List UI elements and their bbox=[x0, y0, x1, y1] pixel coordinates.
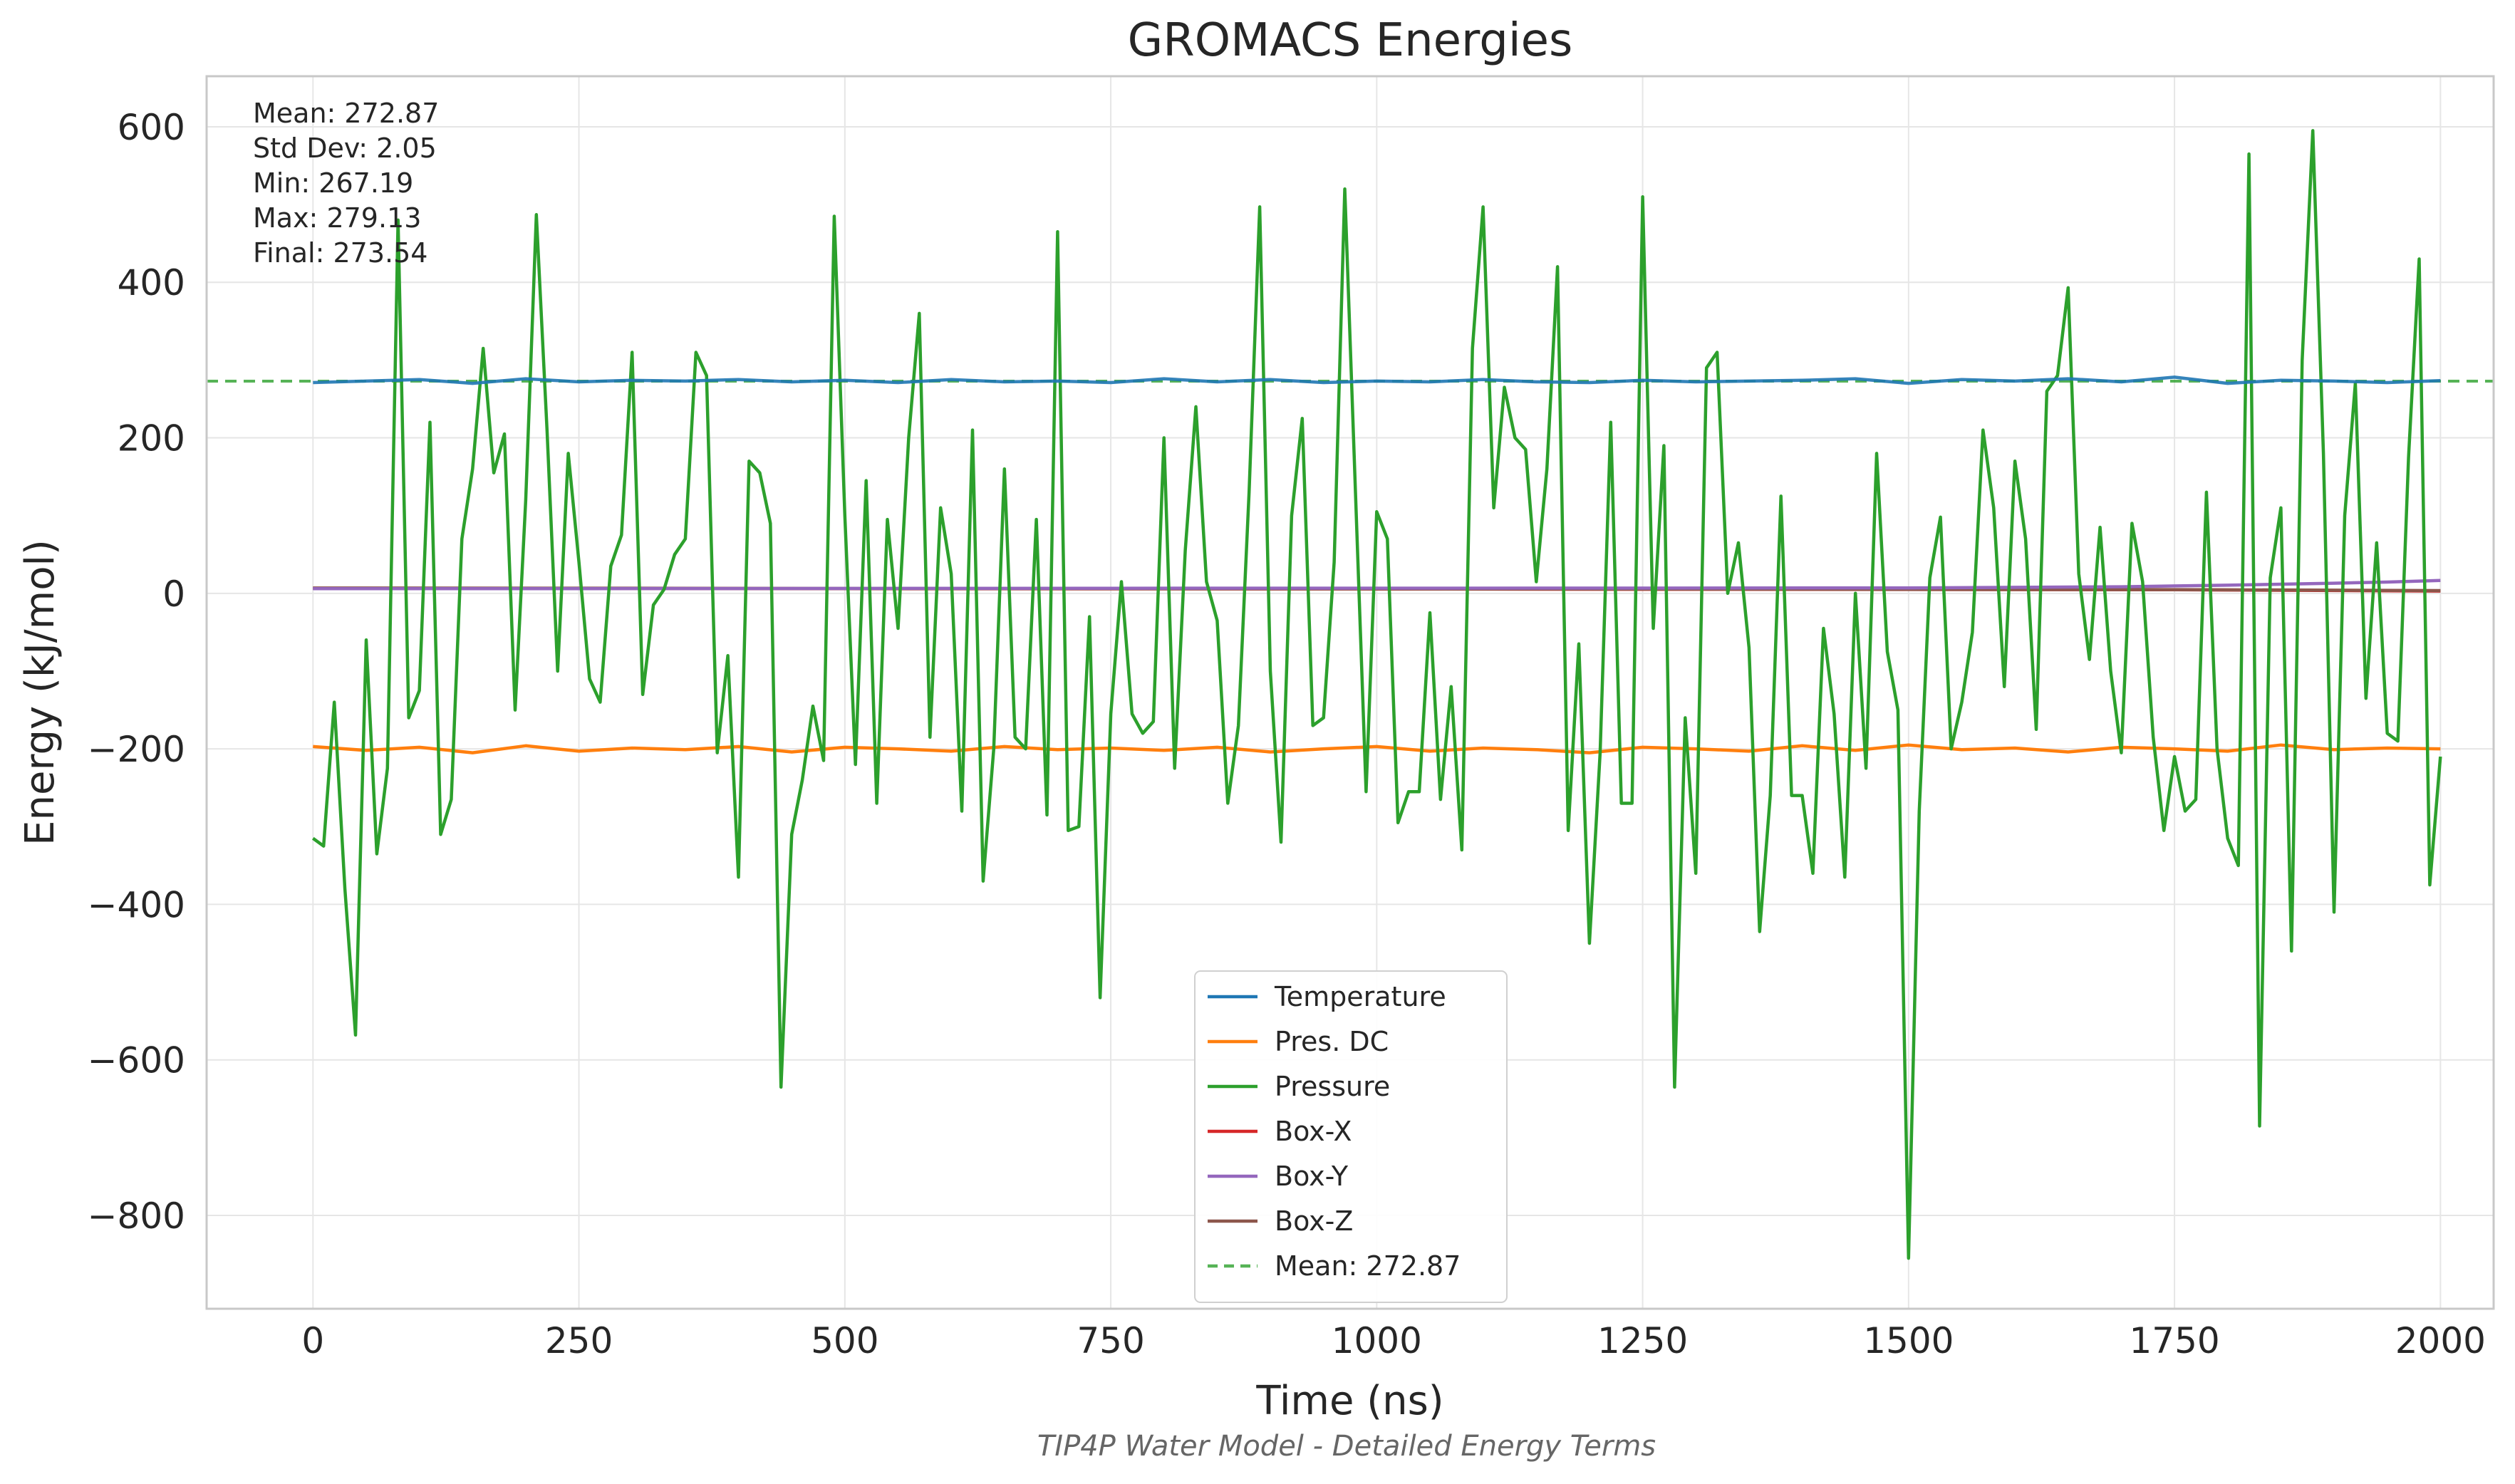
y-tick-label: 200 bbox=[118, 418, 185, 460]
x-tick-label: 1250 bbox=[1597, 1320, 1688, 1361]
x-tick-label: 0 bbox=[301, 1320, 324, 1361]
x-tick-label: 250 bbox=[545, 1320, 613, 1361]
x-tick-label: 500 bbox=[811, 1320, 878, 1361]
legend-label: Pres. DC bbox=[1275, 1026, 1389, 1057]
legend-label: Temperature bbox=[1274, 981, 1446, 1012]
stats-line: Max: 279.13 bbox=[253, 202, 421, 234]
x-tick-label: 750 bbox=[1077, 1320, 1144, 1361]
y-tick-label: −800 bbox=[88, 1195, 185, 1237]
chart-subtitle: TIP4P Water Model - Detailed Energy Term… bbox=[1037, 1430, 1656, 1463]
series-line-temperature bbox=[313, 375, 2441, 385]
y-tick-label: −600 bbox=[88, 1040, 185, 1081]
y-tick-label: 400 bbox=[118, 262, 185, 303]
legend-label: Pressure bbox=[1275, 1071, 1390, 1102]
y-tick-label: 0 bbox=[162, 574, 185, 615]
y-tick-label: 600 bbox=[118, 107, 185, 148]
series-line-pres-dc bbox=[313, 743, 2441, 754]
x-tick-label: 1500 bbox=[1863, 1320, 1954, 1361]
legend-label: Box-X bbox=[1275, 1116, 1352, 1147]
legend-label: Box-Y bbox=[1275, 1161, 1349, 1192]
y-axis-label: Energy (kJ/mol) bbox=[17, 539, 63, 846]
x-axis-ticks: 0 250 500 750 1000 1250 1500 1750 2000 bbox=[301, 1320, 2486, 1361]
stats-line: Std Dev: 2.05 bbox=[253, 133, 437, 164]
x-tick-label: 1750 bbox=[2129, 1320, 2219, 1361]
x-axis-label: Time (ns) bbox=[1255, 1378, 1443, 1424]
x-tick-label: 1000 bbox=[1332, 1320, 1422, 1361]
y-tick-label: −200 bbox=[88, 729, 185, 770]
stats-line: Final: 273.54 bbox=[253, 237, 427, 269]
plot-frame bbox=[205, 75, 2495, 1310]
series-line-pressure bbox=[311, 129, 2442, 1260]
series-lines bbox=[207, 129, 2494, 1260]
legend: Temperature Pres. DC Pressure Box-X Box-Y Box… bbox=[1194, 970, 1508, 1303]
stats-line: Mean: 272.87 bbox=[253, 98, 439, 129]
legend-label: Mean: 272.87 bbox=[1275, 1250, 1461, 1282]
legend-box bbox=[1194, 970, 1508, 1303]
y-tick-label: −400 bbox=[88, 884, 185, 925]
legend-label: Box-Z bbox=[1275, 1205, 1353, 1237]
chart-title: GROMACS Energies bbox=[1128, 14, 1573, 67]
x-tick-label: 2000 bbox=[2395, 1320, 2486, 1361]
stats-line: Min: 267.19 bbox=[253, 167, 413, 199]
y-axis-ticks: 600 400 200 0 −200 −400 −600 −800 bbox=[88, 107, 185, 1237]
